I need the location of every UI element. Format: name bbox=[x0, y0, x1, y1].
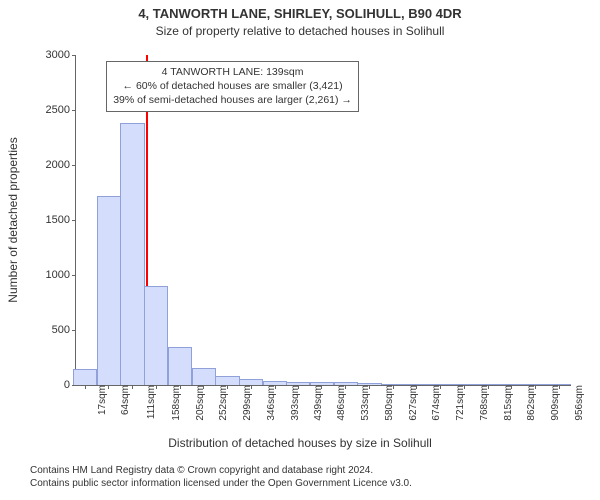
x-tick-mark bbox=[108, 385, 109, 389]
x-tick-mark bbox=[227, 385, 228, 389]
x-tick-label: 674sqm bbox=[429, 385, 442, 421]
x-tick-label: 252sqm bbox=[216, 385, 229, 421]
y-tick-mark bbox=[72, 385, 76, 386]
x-tick-label: 111sqm bbox=[144, 385, 157, 419]
x-tick-mark bbox=[251, 385, 252, 389]
histogram-bar bbox=[381, 384, 405, 385]
histogram-bar bbox=[263, 381, 287, 385]
page-title: 4, TANWORTH LANE, SHIRLEY, SOLIHULL, B90… bbox=[0, 6, 600, 21]
x-tick-label: 346sqm bbox=[264, 385, 277, 421]
chart-plot-area: 4 TANWORTH LANE: 139sqm ← 60% of detache… bbox=[75, 55, 571, 386]
callout-line3: 39% of semi-detached houses are larger (… bbox=[113, 93, 352, 107]
x-tick-mark bbox=[345, 385, 346, 389]
histogram-bar bbox=[239, 379, 263, 386]
histogram-bar bbox=[476, 384, 500, 385]
x-tick-mark bbox=[298, 385, 299, 389]
histogram-bar bbox=[97, 196, 121, 385]
x-tick-mark bbox=[511, 385, 512, 389]
histogram-bar bbox=[405, 384, 429, 385]
x-tick-mark bbox=[321, 385, 322, 389]
license-line1: Contains HM Land Registry data © Crown c… bbox=[30, 464, 600, 477]
x-tick-mark bbox=[369, 385, 370, 389]
y-tick-mark bbox=[72, 110, 76, 111]
histogram-bar bbox=[452, 384, 476, 385]
callout-box: 4 TANWORTH LANE: 139sqm ← 60% of detache… bbox=[106, 61, 359, 112]
x-tick-label: 580sqm bbox=[382, 385, 395, 421]
x-tick-mark bbox=[132, 385, 133, 389]
histogram-bar bbox=[286, 382, 310, 385]
license-text: Contains HM Land Registry data © Crown c… bbox=[30, 464, 600, 490]
x-tick-label: 627sqm bbox=[405, 385, 418, 421]
y-tick-mark bbox=[72, 220, 76, 221]
x-tick-mark bbox=[275, 385, 276, 389]
x-tick-label: 909sqm bbox=[548, 385, 561, 421]
y-tick-mark bbox=[72, 55, 76, 56]
page-subtitle: Size of property relative to detached ho… bbox=[0, 24, 600, 38]
x-tick-mark bbox=[203, 385, 204, 389]
histogram-bar bbox=[144, 286, 168, 385]
x-tick-mark bbox=[488, 385, 489, 389]
x-tick-mark bbox=[156, 385, 157, 389]
histogram-bar bbox=[500, 384, 524, 385]
x-tick-mark bbox=[440, 385, 441, 389]
histogram-bar bbox=[73, 369, 97, 385]
x-tick-label: 815sqm bbox=[500, 385, 513, 421]
x-tick-label: 956sqm bbox=[572, 385, 585, 421]
x-tick-label: 721sqm bbox=[453, 385, 466, 421]
histogram-bar bbox=[192, 368, 216, 385]
histogram-bar bbox=[524, 384, 548, 385]
x-tick-label: 158sqm bbox=[169, 385, 182, 421]
x-tick-label: 862sqm bbox=[524, 385, 537, 421]
callout-line2: ← 60% of detached houses are smaller (3,… bbox=[113, 79, 352, 93]
x-tick-label: 17sqm bbox=[95, 385, 108, 415]
x-tick-mark bbox=[416, 385, 417, 389]
x-tick-label: 205sqm bbox=[192, 385, 205, 421]
x-tick-mark bbox=[393, 385, 394, 389]
histogram-bar bbox=[357, 383, 381, 385]
x-tick-mark bbox=[180, 385, 181, 389]
x-tick-mark bbox=[559, 385, 560, 389]
histogram-bar bbox=[310, 382, 334, 385]
x-tick-label: 393sqm bbox=[287, 385, 300, 421]
callout-line1: 4 TANWORTH LANE: 139sqm bbox=[113, 65, 352, 79]
x-tick-mark bbox=[85, 385, 86, 389]
histogram-bar bbox=[547, 384, 571, 385]
y-tick-mark bbox=[72, 330, 76, 331]
histogram-bar bbox=[334, 382, 358, 385]
x-tick-mark bbox=[535, 385, 536, 389]
x-axis-label: Distribution of detached houses by size … bbox=[0, 436, 600, 450]
x-tick-label: 439sqm bbox=[311, 385, 324, 421]
histogram-bar bbox=[168, 347, 192, 385]
histogram-bar bbox=[429, 384, 453, 385]
x-tick-label: 533sqm bbox=[358, 385, 371, 421]
y-tick-mark bbox=[72, 275, 76, 276]
x-tick-mark bbox=[464, 385, 465, 389]
x-tick-label: 486sqm bbox=[334, 385, 347, 421]
y-axis-label: Number of detached properties bbox=[6, 137, 20, 302]
histogram-bar bbox=[120, 123, 144, 385]
x-tick-label: 768sqm bbox=[477, 385, 490, 421]
x-tick-label: 299sqm bbox=[240, 385, 253, 421]
histogram-bar bbox=[215, 376, 239, 385]
y-tick-mark bbox=[72, 165, 76, 166]
license-line2: Contains public sector information licen… bbox=[30, 477, 600, 490]
x-tick-label: 64sqm bbox=[118, 385, 131, 415]
